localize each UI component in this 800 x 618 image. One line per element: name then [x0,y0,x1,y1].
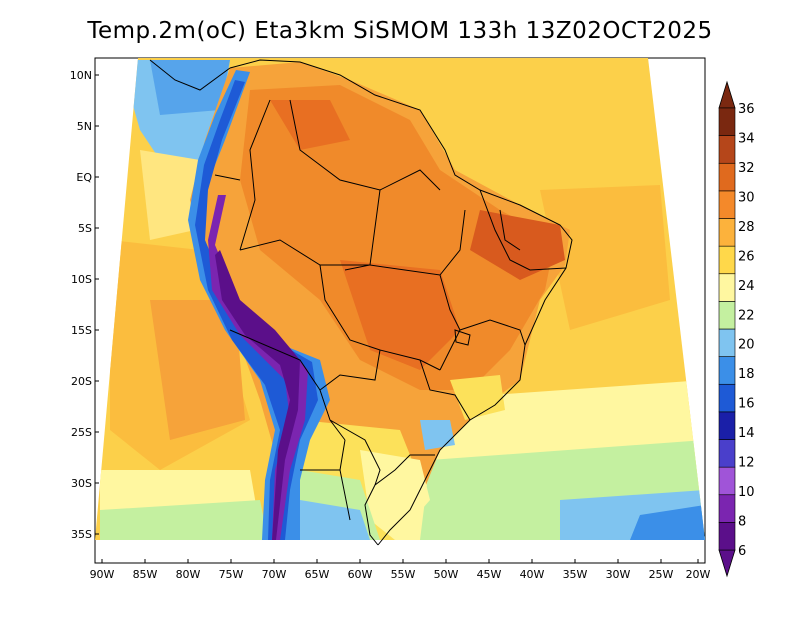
colorbar-top-arrow [718,80,736,109]
longitude-axis: 90W 85W 80W 75W 70W 65W 60W 55W 50W 45W … [90,559,711,581]
colorbar-label: 12 [738,456,755,471]
lon-label: 75W [219,568,244,581]
colorbar-label: 34 [738,131,755,146]
lat-label: 20S [71,375,92,388]
lat-label: 10S [71,273,92,286]
colorbar-label: 10 [738,485,755,500]
colorbar-cell [718,218,736,247]
colorbar-cell [718,439,736,468]
colorbar-cell [718,522,736,551]
colorbar-cell [718,245,736,275]
colorbar-cell [718,190,736,219]
lon-label: 50W [434,568,459,581]
colorbar-cell [718,273,736,302]
colorbar-cell [718,383,736,413]
colorbar-label: 8 [738,515,746,530]
colorbar-label: 30 [738,190,755,205]
colorbar-cell [718,107,736,136]
colorbar-cell [718,356,736,385]
colorbar: 6 8 10 12 14 16 18 20 22 24 26 28 30 32 34 36 [718,80,755,578]
colorbar-label: 16 [738,397,755,412]
colorbar-label: 20 [738,338,755,353]
lon-label: 20W [686,568,711,581]
colorbar-label: 18 [738,367,755,382]
lon-label: 55W [391,568,416,581]
lat-label: EQ [76,171,92,184]
lon-label: 65W [305,568,330,581]
lon-label: 45W [477,568,502,581]
colorbar-label: 26 [738,249,755,264]
colorbar-cell [718,135,736,164]
latitude-axis: 10N 5N EQ 5S 10S 15S 20S 25S 30S 35S [70,69,99,541]
political-borders [149,59,573,546]
map-title: Temp.2m(oC) Eta3km SiSMOM 133h 13Z02OCT2… [87,18,713,44]
colorbar-label: 24 [738,279,755,294]
colorbar-cell [718,301,736,330]
colorbar-label: 22 [738,308,755,323]
lon-label: 70W [262,568,287,581]
colorbar-cell [718,494,736,523]
colorbar-cell [718,328,736,357]
colorbar-label: 36 [738,102,755,117]
lon-label: 30W [606,568,631,581]
colorbar-label: 32 [738,161,755,176]
temperature-field [95,58,705,540]
colorbar-cell [718,466,736,496]
lat-label: 30S [71,477,92,490]
colorbar-cell [718,411,736,440]
colorbar-cell [718,162,736,192]
lat-label: 5S [78,222,92,235]
colorbar-label: 14 [738,426,755,441]
lon-label: 90W [90,568,115,581]
lon-label: 80W [176,568,201,581]
colorbar-label: 28 [738,220,755,235]
lon-label: 85W [133,568,158,581]
lon-label: 25W [649,568,674,581]
lat-label: 10N [70,69,92,82]
colorbar-label: 6 [738,544,746,559]
lon-label: 35W [563,568,588,581]
lon-label: 40W [520,568,545,581]
lat-label: 15S [71,324,92,337]
lat-label: 35S [71,528,92,541]
colorbar-bottom-arrow [718,549,736,578]
lon-label: 60W [348,568,373,581]
lat-label: 5N [77,120,92,133]
lat-label: 25S [71,426,92,439]
